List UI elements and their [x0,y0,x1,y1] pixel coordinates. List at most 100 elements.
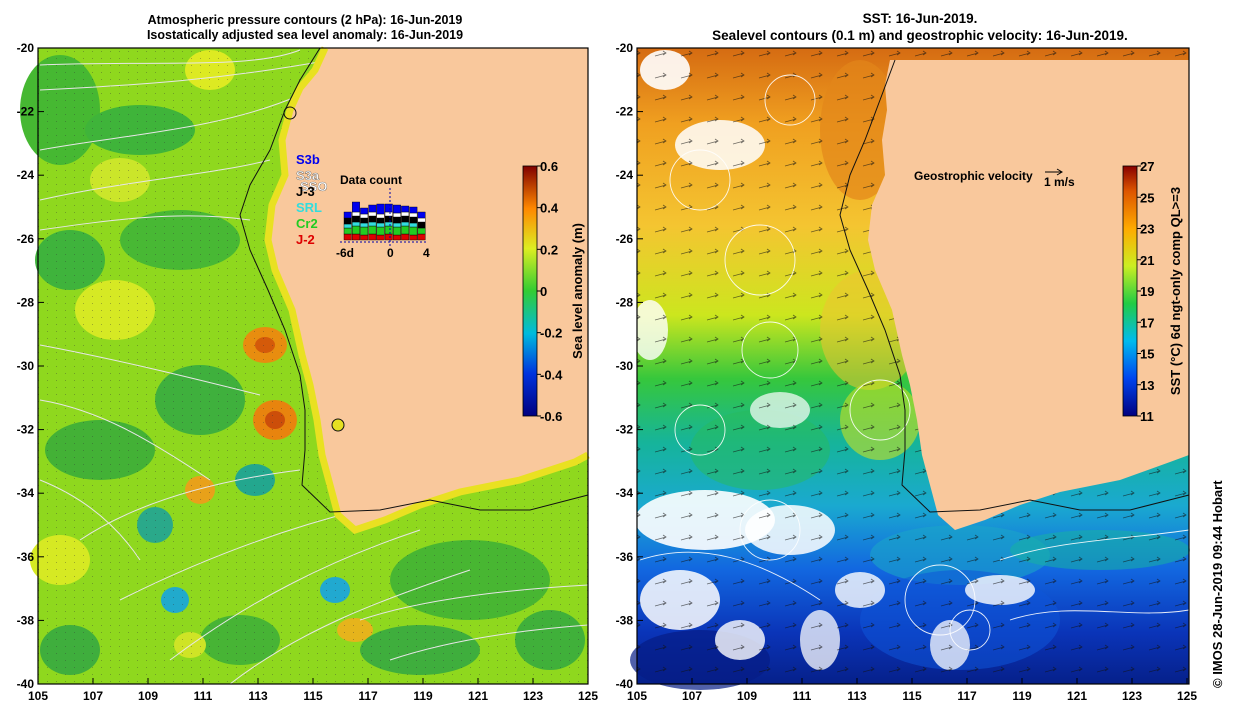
right-ytick-label: -40 [616,677,634,691]
left-ytick-label: -38 [17,613,35,627]
data-count-bar-segment [401,215,410,223]
left-xtick-label: 115 [303,689,323,703]
data-count-bar-segment [384,233,393,241]
sla-colorbar-tick-label: 0.6 [540,159,558,174]
data-count-bars [343,201,426,241]
right-ytick-label: -30 [616,359,634,373]
data-count-tick-end: 4 [423,246,430,260]
sst-colorbar-tick-label: 21 [1140,253,1154,268]
right-ytick-label: -22 [616,105,634,119]
data-count-bar-segment [409,222,418,228]
left-ytick-label: -20 [17,41,35,55]
right-xtick-label: 111 [793,689,812,703]
pressure-contours [39,49,589,685]
velocity-scale-legend: Geostrophic velocity 1 m/s [914,168,1075,189]
right-ytick-label: -28 [616,295,634,309]
data-count-bar-segment [393,204,401,214]
data-count-bar-segment [360,213,369,219]
data-count-bar-segment [376,222,385,228]
right-ytick-label: -36 [616,550,634,564]
right-xtick-label: 125 [1177,689,1197,703]
left-xtick-label: 109 [138,689,158,703]
data-count-bar-segment [417,217,426,223]
data-count-bar-segment [417,221,426,229]
data-count-bar-segment [352,225,360,235]
right-panel-title: SST: 16-Jun-2019. Sealevel contours (0.1… [600,10,1240,44]
sla-land [268,48,588,530]
data-count-bar-segment [417,211,426,219]
data-count-bar-segment [393,222,401,228]
data-count-bar-segment [368,225,377,235]
data-count-bar-segment [343,233,352,241]
data-count-bar-segment [352,215,360,223]
data-count-bar-segment [368,204,377,213]
data-count-bar-segment [343,217,352,225]
data-count-bar-segment [409,234,418,241]
right-xtick-label: 117 [957,689,977,703]
data-count-bar-segment [417,227,426,235]
right-ytick-label: -20 [616,41,634,55]
data-count-bar-segment [393,216,401,224]
sst-shelf-isobath [839,59,1190,513]
right-xtick-label: 105 [627,689,647,703]
left-ytick-label: -40 [17,677,35,691]
data-count-bar-segment [401,221,410,227]
data-count-bar-segment [360,234,369,241]
left-x-axis: 105 107 109 111 113 115 117 119 121 123 125 [28,678,598,703]
sla-colorbar-tick-label: 0.4 [540,201,559,216]
data-count-bar-segment [384,221,393,227]
sst-colorbar-tick-label: 17 [1140,315,1154,330]
right-x-axis: 105 107 109 111 113 115 117 119 121 123 125 [627,678,1197,703]
sst-colorbar-tick-label: 13 [1140,378,1154,393]
satellite-legend-j-2: J-2 [296,232,315,247]
data-count-bar-segment [409,212,418,218]
sealevel-contours [639,74,1190,651]
data-count-tick-zero: 0 [387,246,394,260]
sla-colorbar-tick-label: 0.2 [540,242,558,257]
right-xtick-label: 109 [737,689,757,703]
right-xtick-label: 113 [847,689,867,703]
left-xtick-label: 125 [578,689,598,703]
data-count-bar-segment [393,226,401,236]
sla-colorbar: 0.6 0.4 0.2 0 -0.2 -0.4 -0.6 Sea level anomaly… [522,159,585,424]
data-count-bar-segment [409,226,418,236]
sst-colorbar-tick-label: 15 [1140,347,1154,362]
imos-credit: © IMOS 28-Jun-2019 09:44 Hobart [1210,480,1225,688]
data-count-bar-segment [376,217,385,224]
sst-colorbar-tick-label: 25 [1140,190,1154,205]
right-ytick-label: -32 [616,423,634,437]
left-xtick-label: 121 [468,689,488,703]
right-xtick-label: 115 [902,689,922,703]
data-count-bar-segment [401,233,410,241]
data-count-bar-segment [368,233,377,241]
data-count-bar-segment [417,233,426,241]
data-count-bar-segment [376,226,385,236]
shelf-break-isobath [239,47,589,513]
data-count-bar-segment [401,225,410,235]
data-count-tick-start: -6d [336,246,354,260]
left-ytick-label: -28 [17,295,35,309]
data-count-inset: Data count -6d 0 4 [336,173,430,260]
left-panel-title: Atmospheric pressure contours (2 hPa): 1… [100,13,510,43]
data-count-bar-segment [384,211,393,217]
satellite-legend-j-3: J-3 [296,184,315,199]
data-count-bar-segment [368,215,377,223]
right-ytick-label: -24 [616,168,634,182]
left-xtick-label: 119 [413,689,433,703]
left-map [20,46,590,685]
left-title-line1: Atmospheric pressure contours (2 hPa): 1… [147,13,463,27]
data-count-title: Data count [340,173,402,187]
left-xtick-label: 123 [523,689,543,703]
sst-colorbar-label: SST (°C) 6d ngt-only comp QL>=3 [1168,187,1183,395]
sla-colorbar-tick-label: -0.2 [540,326,562,341]
sst-colorbar-tick-label: 11 [1140,409,1154,424]
left-title-line2: Isostatically adjusted sea level anomaly… [146,28,464,42]
satellite-legend-s3a: S3a [296,168,320,183]
data-count-bar-segment [401,205,410,213]
velocity-arrow-icon [1045,168,1063,176]
data-count-bar-segment [360,207,369,215]
sst-land [868,60,1189,530]
data-count-bar-segment [376,213,385,219]
